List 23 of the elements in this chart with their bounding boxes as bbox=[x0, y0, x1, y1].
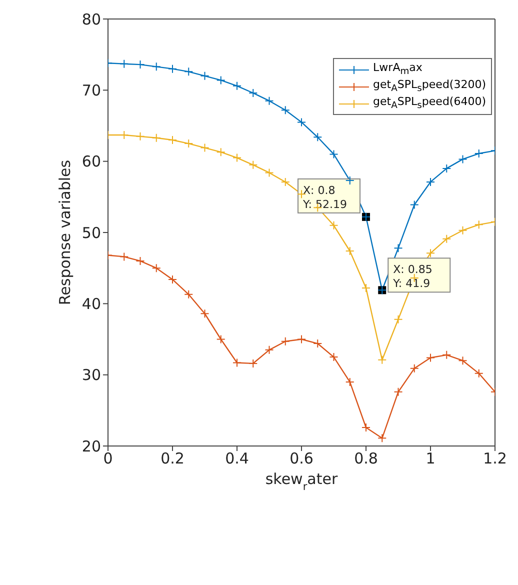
y-tick-label: 30 bbox=[82, 366, 101, 384]
y-tick-label: 20 bbox=[82, 437, 101, 456]
legend-label: get$_{A}$SPL$_{s}$peed(3200) bbox=[373, 78, 486, 95]
x-axis-title: skew$_{r}$ater bbox=[265, 470, 338, 493]
x-tick-label: 1 bbox=[426, 450, 436, 468]
y-tick-label: 70 bbox=[82, 81, 101, 100]
x-tick-label: 1.2 bbox=[483, 450, 507, 468]
x-tick-label: 0.6 bbox=[290, 450, 314, 468]
legend-label: get$_{A}$SPL$_{s}$peed(6400) bbox=[373, 95, 486, 112]
y-tick-label: 60 bbox=[82, 152, 101, 171]
x-tick-label: 0.4 bbox=[225, 450, 249, 468]
y-tick-label: 40 bbox=[82, 294, 101, 313]
x-tick-label: 0.8 bbox=[354, 450, 378, 468]
annotation: X: 0.8 Y: 52.19 bbox=[302, 184, 347, 211]
data-tip: X: 0.8 Y: 52.19 bbox=[298, 178, 370, 221]
y-tick-label: 80 bbox=[82, 10, 101, 28]
x-tick-label: 0 bbox=[103, 450, 113, 468]
legend-label: LwrA$_{m}$ax bbox=[373, 61, 422, 78]
annotation: X: 0.85 Y: 41.9 bbox=[392, 263, 432, 290]
y-axis-title: Response variables bbox=[56, 160, 74, 306]
y-tick-label: 50 bbox=[82, 224, 101, 242]
x-tick-label: 0.2 bbox=[160, 450, 184, 468]
data-tip: X: 0.85 Y: 41.9 bbox=[378, 258, 451, 294]
